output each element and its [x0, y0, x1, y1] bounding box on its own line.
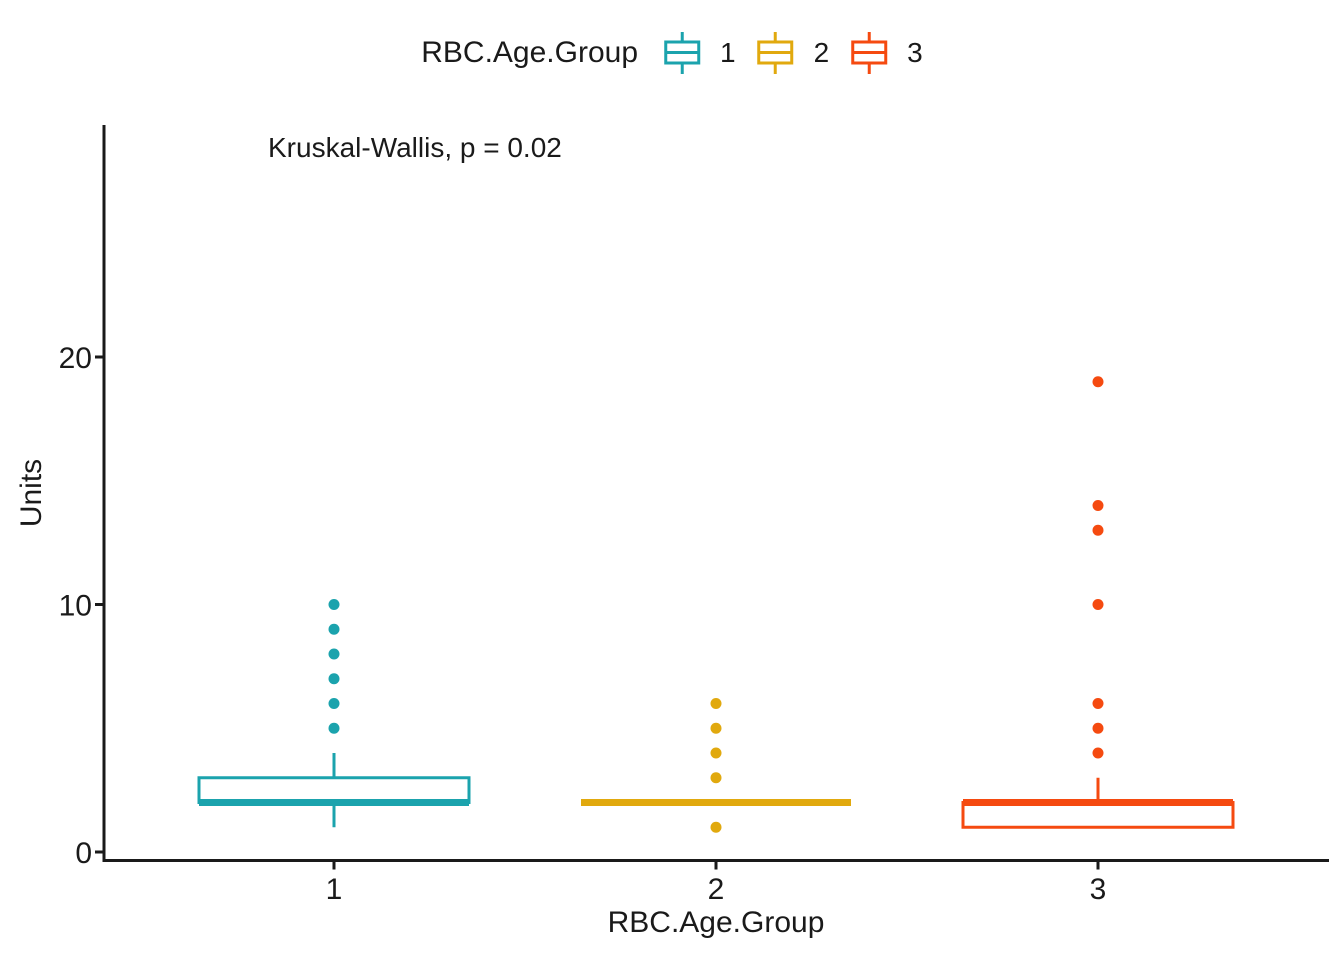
legend-title: RBC.Age.Group [421, 36, 639, 69]
outlier-dot [328, 599, 340, 610]
x-tick-label: 3 [1090, 873, 1107, 906]
y-tick-label: 10 [59, 590, 92, 623]
legend: RBC.Age.Group 1 2 [421, 30, 923, 76]
legend-item-group-1[interactable]: 1 [662, 30, 736, 76]
outlier-dot [710, 722, 722, 734]
boxplot-key-icon [664, 32, 701, 74]
outlier-dot [328, 673, 340, 685]
box [197, 776, 471, 804]
legend-item-label: 2 [813, 37, 830, 68]
legend-item-label: 1 [720, 37, 736, 68]
box [961, 801, 1235, 829]
outlier-dot [1092, 500, 1104, 511]
legend-item-label: 3 [907, 37, 923, 68]
outlier-dot [328, 722, 340, 734]
outlier-dot [1092, 524, 1104, 536]
x-tick-label: 1 [326, 873, 343, 906]
outlier-dot [328, 648, 340, 660]
outlier-dot [328, 623, 340, 635]
outlier-dot [1092, 747, 1104, 759]
outlier-dot [710, 772, 722, 784]
outlier-dot [1092, 698, 1104, 709]
y-tick-label: 20 [59, 342, 92, 375]
boxplot-key-icon [851, 32, 888, 74]
legend-item-group-2[interactable]: 2 [756, 30, 830, 76]
outlier-dot [710, 698, 722, 709]
outlier-dot [1092, 599, 1104, 610]
x-tick-label: 2 [708, 873, 725, 906]
x-axis-title: RBC.Age.Group [607, 906, 825, 939]
outlier-dot [710, 747, 722, 759]
kruskal-wallis-annotation: Kruskal-Wallis, p = 0.02 [268, 132, 562, 163]
outlier-dot [328, 698, 340, 709]
legend-item-group-3[interactable]: 3 [849, 30, 923, 76]
y-tick-label: 0 [75, 837, 92, 870]
boxplot-key-icon [757, 32, 794, 74]
outlier-dot [1092, 376, 1104, 388]
outlier-dot [1092, 722, 1104, 734]
outlier-dot [710, 821, 722, 833]
